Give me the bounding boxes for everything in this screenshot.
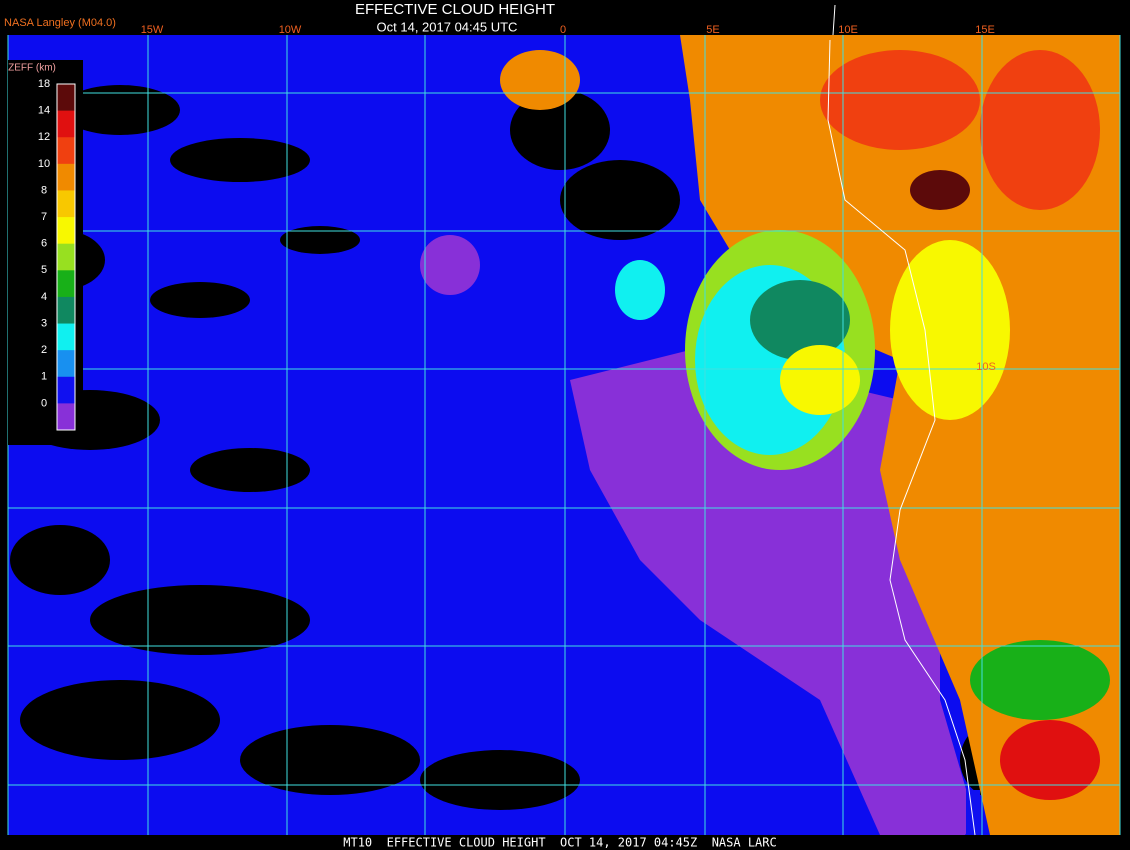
high-cloud-core [1000,720,1100,800]
legend-label: 5 [41,264,47,276]
high-cloud-core [910,170,970,210]
legend-label: 4 [41,291,47,303]
legend-swatch [57,163,75,191]
source-label: NASA Langley (M04.0) [4,17,116,29]
legend-label: 7 [41,211,47,223]
cloud-fragment [420,235,480,295]
legend-label: 14 [38,105,50,117]
high-cloud-core [820,50,980,150]
longitude-label: 15W [141,24,164,36]
longitude-label: 5E [706,24,719,36]
legend-swatch [57,217,75,245]
imagery [8,35,1120,835]
legend-swatch [57,84,75,112]
legend-label: 8 [41,184,47,196]
legend-swatch [57,376,75,404]
legend-label: 6 [41,238,47,250]
legend-swatch [57,270,75,298]
map-edge [966,790,980,835]
very-low-cloud [570,350,975,835]
cyclone-cloud [780,345,860,415]
legend-label: 0 [41,397,47,409]
longitude-label: 10E [838,24,858,36]
legend-frame [56,83,76,431]
cloud-fragment [500,50,580,110]
mid-cloud [970,640,1110,720]
longitude-label: 10W [279,24,302,36]
legend-label: 18 [38,78,50,90]
cloud-fragment [615,260,665,320]
legend-swatch [57,190,75,218]
latitude-label: 10S [976,361,996,373]
legend-label: 2 [41,344,47,356]
footer: MT10 EFFECTIVE CLOUD HEIGHT OCT 14, 2017… [343,836,776,850]
legend-label: 1 [41,371,47,383]
longitude-label: 15E [975,24,995,36]
legend-label: 12 [38,131,50,143]
legend-swatch [57,137,75,165]
legend-label: 3 [41,317,47,329]
legend-swatch [57,323,75,351]
legend-swatch [57,350,75,378]
title: EFFECTIVE CLOUD HEIGHT [355,1,555,18]
legend-swatch [57,243,75,271]
graticule [7,35,1121,835]
legend-label: 10 [38,158,50,170]
cyclone-cloud [750,280,850,360]
coastline [827,4,976,836]
mid-cloud [890,240,1010,420]
legend-swatch [57,110,75,138]
legend-title: ZEFF (km) [8,63,56,74]
legend-swatch [57,403,75,431]
high-cloud-core [980,50,1100,210]
timestamp: Oct 14, 2017 04:45 UTC [377,19,518,34]
longitude-label: 0 [560,24,566,36]
legend-swatch [57,296,75,325]
